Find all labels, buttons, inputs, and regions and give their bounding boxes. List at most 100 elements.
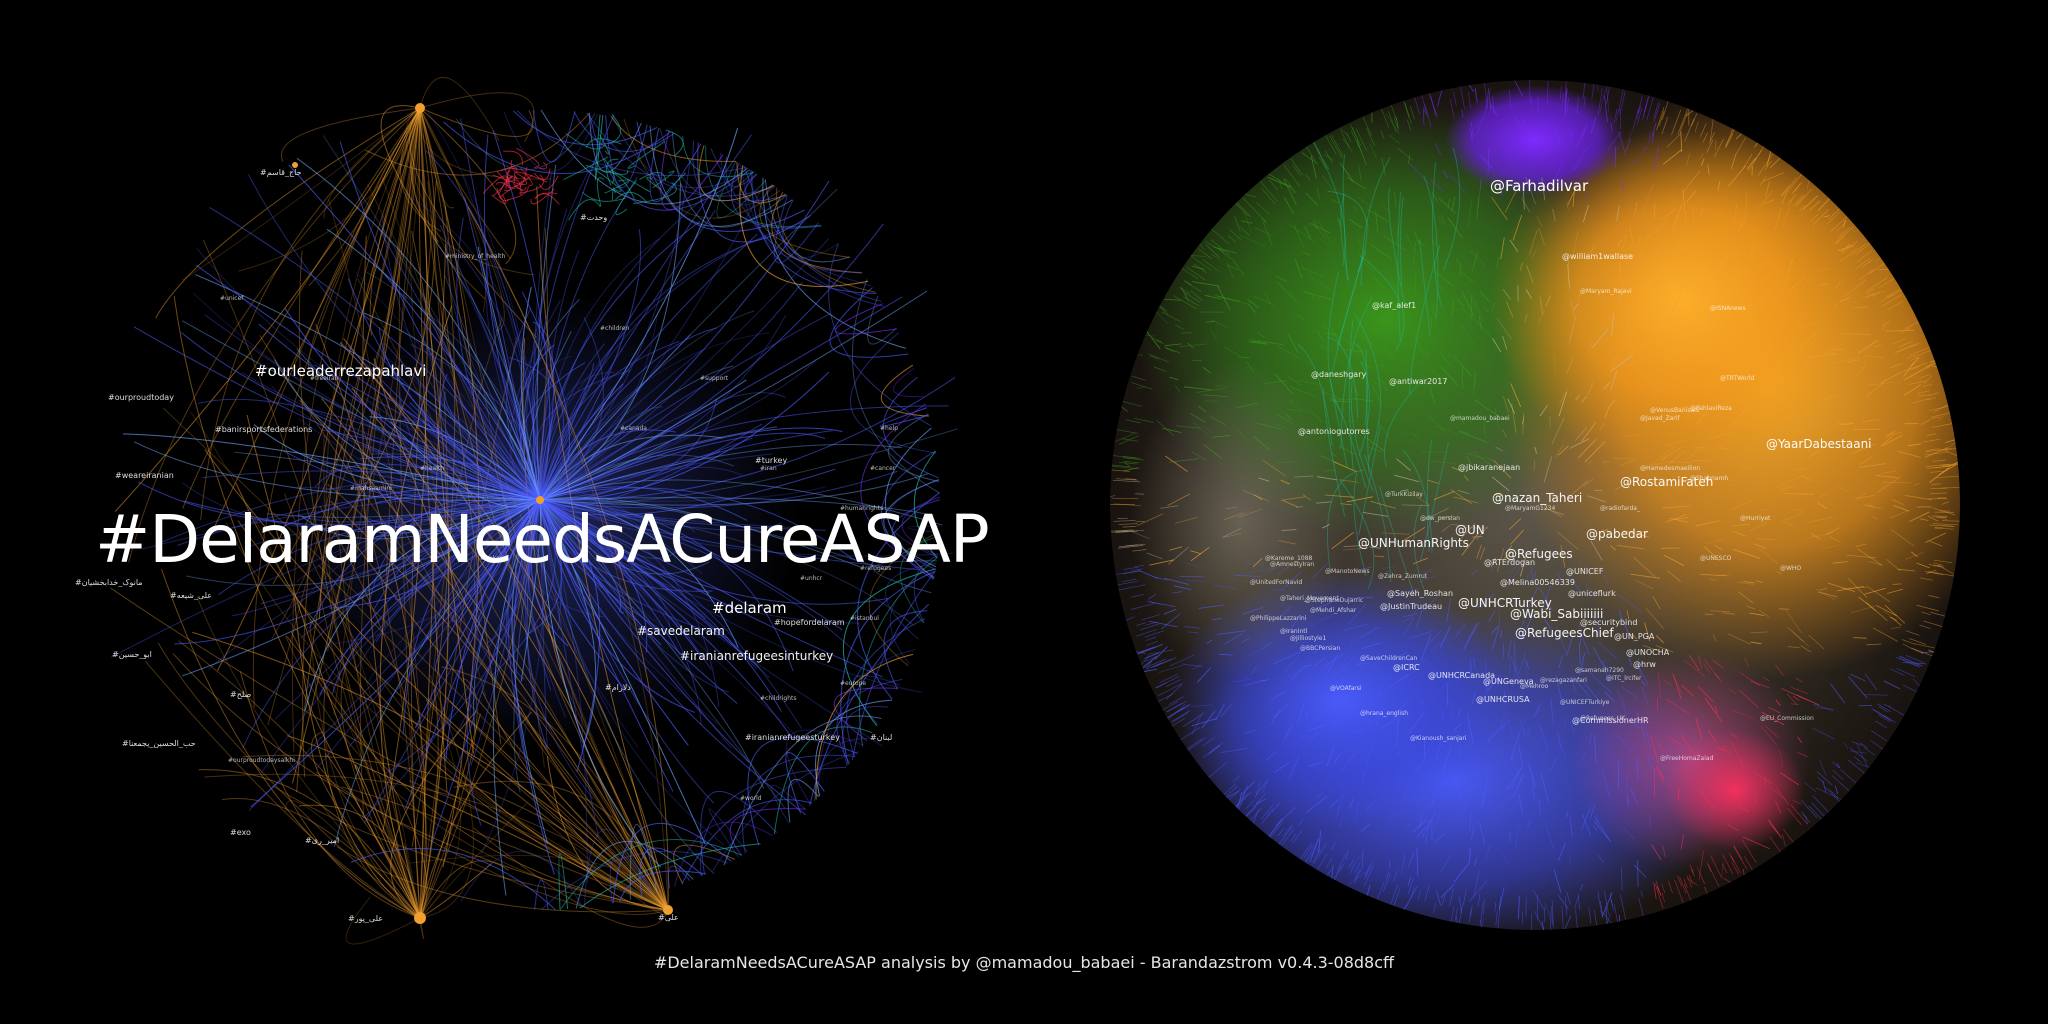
hashtag-label: #world	[740, 795, 762, 802]
hero-hashtag-label: #DelaramNeedsACureASAP	[95, 501, 989, 578]
mention-label: @AmnestyIran	[1270, 561, 1314, 568]
hashtag-label: #health	[420, 465, 444, 472]
mention-label: @uniceflurk	[1568, 589, 1616, 598]
hashtag-label: #iranianrefugeesturkey	[745, 733, 840, 742]
hub-node	[414, 912, 426, 924]
mention-label: @TRTWorld	[1720, 375, 1754, 382]
mention-label: @jbikaranejaan	[1458, 463, 1520, 472]
hashtag-label: #childrights	[760, 695, 797, 702]
mention-label: @VOAfarsi	[1330, 685, 1362, 692]
mention-label: @PahlaviReza	[1690, 405, 1732, 412]
mention-label: @YaarDabestaani	[1766, 437, 1872, 451]
mention-label: @TurkKizilay	[1385, 491, 1423, 498]
mention-network-edges	[1110, 80, 1960, 930]
mention-label: @UNHCRTurkey	[1458, 596, 1552, 610]
mention-label: @UNICEF	[1566, 567, 1604, 576]
mention-label: @VenusBanisadr	[1650, 407, 1701, 414]
hashtag-label: #mahsaamini	[350, 485, 392, 492]
mention-label: @hrana_english	[1360, 710, 1408, 717]
mention-label: @UnitedForNavid	[1250, 579, 1302, 586]
mention-label: @JustinTrudeau	[1380, 602, 1442, 611]
hashtag-label: #دلارام	[605, 683, 631, 692]
hashtag-label: #ministry_of_health	[445, 253, 505, 260]
mention-label: @UNHCRUSA	[1476, 695, 1530, 704]
mention-label: @ICRC	[1393, 663, 1420, 672]
hashtag-label: #unicef	[220, 295, 244, 302]
hashtag-label: #ourproudtodaysalkhi	[228, 757, 295, 764]
mention-label: @StephaneDujarric	[1305, 597, 1363, 604]
mention-label: @MaryamG1234	[1505, 505, 1555, 512]
mention-label: @IranIntl	[1280, 628, 1308, 635]
mention-label: @UNGeneva	[1483, 677, 1534, 686]
hashtag-label: #hopefordelaram	[774, 618, 845, 627]
hub-node	[292, 162, 298, 168]
mention-label: @Sayeh_Roshan	[1387, 589, 1453, 598]
hub-node	[663, 905, 673, 915]
mention-label: @Shabnamh	[1690, 475, 1728, 482]
mention-label: @RefugeesChief	[1515, 626, 1614, 640]
hashtag-label: #لبنان	[870, 733, 892, 742]
mention-label: @Zehra_Zumrut	[1378, 573, 1428, 580]
hashtag-network-graph: #DelaramNeedsACureASAP #ourleaderrezapahl…	[75, 77, 990, 945]
mention-label: @Jilliostyle1	[1290, 635, 1326, 642]
hashtag-label: #banirsportsfederations	[215, 425, 312, 434]
hashtag-label: #حب_الحسین_يجمعنا	[122, 739, 196, 748]
mention-label: @william1wallase	[1562, 252, 1633, 261]
mention-label: @rezagazanfari	[1540, 677, 1587, 684]
mention-label: @ISNAnews	[1710, 305, 1746, 312]
hashtag-label: #iran	[760, 465, 777, 472]
hashtag-network-nodes	[292, 103, 673, 924]
hub-node	[536, 496, 544, 504]
mention-label: @nazan_Taheri	[1492, 491, 1582, 505]
mention-label: @Refugees_UK	[1580, 715, 1626, 722]
hashtag-label: #help	[880, 425, 898, 432]
mention-label: @CommissionerHR	[1572, 716, 1649, 725]
mention-label: @RTErdogan	[1484, 558, 1535, 567]
hashtag-label: #freeiran	[310, 375, 339, 382]
mention-label: @WHO	[1780, 565, 1801, 572]
mention-label: @UNOCHA	[1626, 648, 1670, 657]
hashtag-label: #وحدت	[580, 213, 607, 222]
hub-node	[415, 103, 425, 113]
mention-label: @RostamiFateh	[1620, 475, 1713, 489]
mention-label: @radiofarda_	[1600, 505, 1641, 512]
mention-network-labels: @Farhadilvar @UN@UNHumanRights @Refugees @U…	[1250, 177, 1872, 762]
mention-label: @antoniogutorres	[1298, 427, 1370, 436]
mention-label: @Kareme_1088	[1265, 555, 1313, 562]
mention-label: @Wabi_Sabiiiiiii	[1510, 607, 1603, 621]
mention-label: @Farhadilvar	[1490, 177, 1589, 195]
mention-label: @UNHumanRights	[1358, 536, 1469, 550]
mention-label: @pabedar	[1586, 527, 1648, 541]
hashtag-label: #امیر_ری	[305, 836, 339, 845]
hashtag-label: #ankara	[480, 555, 506, 562]
hashtag-label: #cancer	[870, 465, 896, 472]
hashtag-label: #europe	[840, 680, 866, 687]
hashtag-label: #ourleaderrezapahlavi	[255, 362, 426, 380]
hashtag-label: #canada	[620, 425, 647, 432]
mention-label: @BBCPersian	[1300, 645, 1340, 652]
mention-label: @antiwar2017	[1389, 377, 1447, 386]
mention-label: @EU_Commission	[1760, 715, 1814, 722]
mention-network-graph: @Farhadilvar @UN@UNHumanRights @Refugees @U…	[1110, 80, 1960, 930]
mention-label: @daneshgary	[1311, 370, 1366, 379]
hashtag-label: #حاج_قاسم	[260, 168, 302, 177]
mention-label: @FreeHomaZaiad	[1660, 755, 1714, 762]
hashtag-label: #ابو_حسین	[112, 650, 152, 659]
hashtag-label: #unhcr	[800, 575, 823, 582]
mention-label: @Javad_Zarif	[1640, 415, 1680, 422]
hashtag-label: #delaram	[712, 599, 787, 617]
hashtag-label: #support	[700, 375, 729, 382]
hashtag-label: #علی_شیعه	[170, 591, 212, 600]
hashtag-label: #humanrights	[840, 505, 883, 512]
mention-label: @mamadou_babaei	[1450, 415, 1510, 422]
hashtag-label: #علی_پور	[348, 914, 383, 923]
hashtag-label: #علی	[658, 913, 679, 922]
hashtag-label: #turkey	[755, 456, 787, 465]
hashtag-label: #savedelaram	[637, 624, 725, 638]
hashtag-network-labels: #DelaramNeedsACureASAP #ourleaderrezapahl…	[75, 168, 990, 923]
mention-label: @kaf_alef1	[1372, 301, 1416, 310]
mention-label: @securitybind	[1580, 618, 1637, 627]
hashtag-label: #ourproudtoday	[108, 393, 174, 402]
hashtag-label: #مانوک_خدابخشیان	[75, 578, 143, 587]
